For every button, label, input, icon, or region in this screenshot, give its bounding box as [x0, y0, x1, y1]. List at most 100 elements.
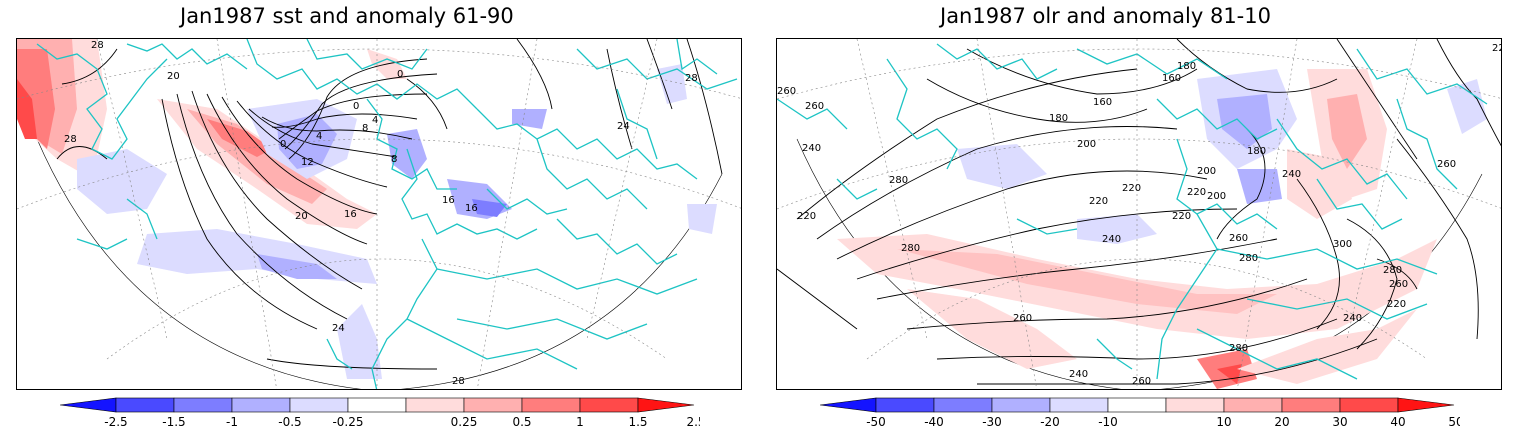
contour-label: 240: [802, 143, 821, 154]
colorbar-tick-label: 30: [1332, 415, 1347, 429]
sst-contours: [56, 39, 723, 370]
contour-label: 12: [301, 157, 314, 168]
contour-label: 4: [316, 131, 322, 142]
sst-map[interactable]: 28 28 28 20 20 24 24 28 0 0 0 4 4 8 8 12: [16, 38, 742, 390]
contour-label: 220: [1387, 299, 1406, 310]
contour-label: 8: [391, 154, 397, 165]
contour-label: 24: [332, 323, 345, 334]
colorbar-tick-label: 2.5: [686, 415, 700, 429]
contour-label: 260: [1229, 233, 1248, 244]
colorbar-swatch: [347, 397, 407, 413]
sst-anomaly-cold-atlantic: [137, 229, 377, 284]
sst-panel-title: Jan1987 sst and anomaly 61-90: [180, 4, 514, 28]
colorbar-tick-label: -50: [866, 415, 886, 429]
contour-label: 16: [344, 209, 357, 220]
colorbar-swatch: [115, 397, 175, 413]
colorbar-tick-label: 1.5: [628, 415, 647, 429]
contour-label: 260: [1132, 376, 1151, 387]
contour-label: 8: [362, 123, 368, 134]
colorbar-swatch: [1107, 397, 1167, 413]
contour-label: 200: [1197, 166, 1216, 177]
colorbar-tick-label: -40: [924, 415, 944, 429]
colorbar-swatch: [60, 397, 117, 413]
contour-label: 160: [1093, 97, 1112, 108]
contour-label: 220: [797, 211, 816, 222]
colorbar-swatch: [405, 397, 465, 413]
colorbar-swatch: [875, 397, 935, 413]
colorbar-swatch: [463, 397, 523, 413]
colorbar-tick-label: -0.5: [278, 415, 301, 429]
contour-label: 260: [805, 101, 824, 112]
contour-label: 200: [1207, 191, 1226, 202]
contour-label: 240: [1343, 313, 1362, 324]
contour-label: 16: [442, 195, 455, 206]
colorbar-tick-label: -20: [1040, 415, 1060, 429]
colorbar-tick-label: -1.5: [162, 415, 185, 429]
olr-map-svg: 220 260 260 280 240 220 280 160 180 180 …: [777, 39, 1502, 389]
colorbar-swatch: [1281, 397, 1341, 413]
colorbar-tick-label: 40: [1390, 415, 1405, 429]
colorbar-swatch: [820, 397, 877, 413]
colorbar-swatch: [637, 397, 695, 413]
colorbar-tick-label: -10: [1098, 415, 1118, 429]
contour-label: 28: [452, 376, 465, 387]
contour-label: 28: [91, 40, 104, 51]
colorbar-swatch: [173, 397, 233, 413]
olr-colorbar: -50 -40 -30 -20 -10 10 20 30 40 50: [820, 397, 1460, 429]
contour-label: 260: [1013, 313, 1032, 324]
contour-label: 28: [64, 134, 77, 145]
colorbar-tick-label: 50: [1448, 415, 1460, 429]
contour-label: 180: [1049, 113, 1068, 124]
contour-label: 220: [1187, 187, 1206, 198]
colorbar-swatch: [521, 397, 581, 413]
contour-label: 28: [685, 73, 698, 84]
map-boundary: [36, 138, 723, 389]
sst-map-svg: 28 28 28 20 20 24 24 28 0 0 0 4 4 8 8 12: [17, 39, 741, 389]
contour-label: 280: [1383, 265, 1402, 276]
contour-label: 4: [372, 115, 378, 126]
contour-label: 280: [1229, 343, 1248, 354]
contour-label: 220: [1492, 43, 1502, 54]
colorbar-swatch: [1049, 397, 1109, 413]
contour-label: 220: [1122, 183, 1141, 194]
colorbar-tick-label: 1: [576, 415, 584, 429]
colorbar-swatch: [579, 397, 639, 413]
contour-label: 260: [1437, 159, 1456, 170]
contour-label: 180: [1247, 146, 1266, 157]
contour-label: 0: [353, 101, 359, 112]
contour-label: 240: [1069, 369, 1088, 380]
contour-label: 220: [1089, 196, 1108, 207]
contour-label: 180: [1177, 61, 1196, 72]
contour-label: 240: [1102, 234, 1121, 245]
colorbar-swatch: [1223, 397, 1283, 413]
colorbar-swatch: [1165, 397, 1225, 413]
colorbar-swatch: [933, 397, 993, 413]
contour-label: 200: [1077, 139, 1096, 150]
contour-label: 20: [167, 71, 180, 82]
contour-label: 280: [901, 243, 920, 254]
colorbar-tick-label: -1: [226, 415, 238, 429]
contour-label: 260: [1389, 279, 1408, 290]
colorbar-tick-label: 0.5: [512, 415, 531, 429]
colorbar-tick-label: 10: [1216, 415, 1231, 429]
contour-label: 0: [280, 139, 286, 150]
colorbar-swatch: [991, 397, 1051, 413]
contour-label: 16: [465, 203, 478, 214]
contour-label: 300: [1333, 239, 1352, 250]
sst-graticule: [17, 39, 741, 389]
contour-label: 0: [397, 69, 403, 80]
sst-colorbar: -2.5 -1.5 -1 -0.5 -0.25 0.25 0.5 1 1.5 2.5: [60, 397, 700, 429]
colorbar-tick-label: -2.5: [104, 415, 127, 429]
contour-label: 280: [889, 175, 908, 186]
contour-label: 240: [1282, 169, 1301, 180]
olr-panel-title: Jan1987 olr and anomaly 81-10: [940, 4, 1271, 28]
contour-label: 24: [617, 121, 630, 132]
colorbar-swatch: [1397, 397, 1455, 413]
olr-map[interactable]: 220 260 260 280 240 220 280 160 180 180 …: [776, 38, 1502, 390]
sst-coastlines: [36, 39, 738, 389]
olr-coastlines: [777, 43, 1488, 380]
colorbar-tick-label: 20: [1274, 415, 1289, 429]
contour-label: 20: [295, 211, 308, 222]
colorbar-swatch: [231, 397, 291, 413]
sst-contour-labels: 28 28 28 20 20 24 24 28 0 0 0 4 4 8 8 12: [64, 40, 698, 387]
